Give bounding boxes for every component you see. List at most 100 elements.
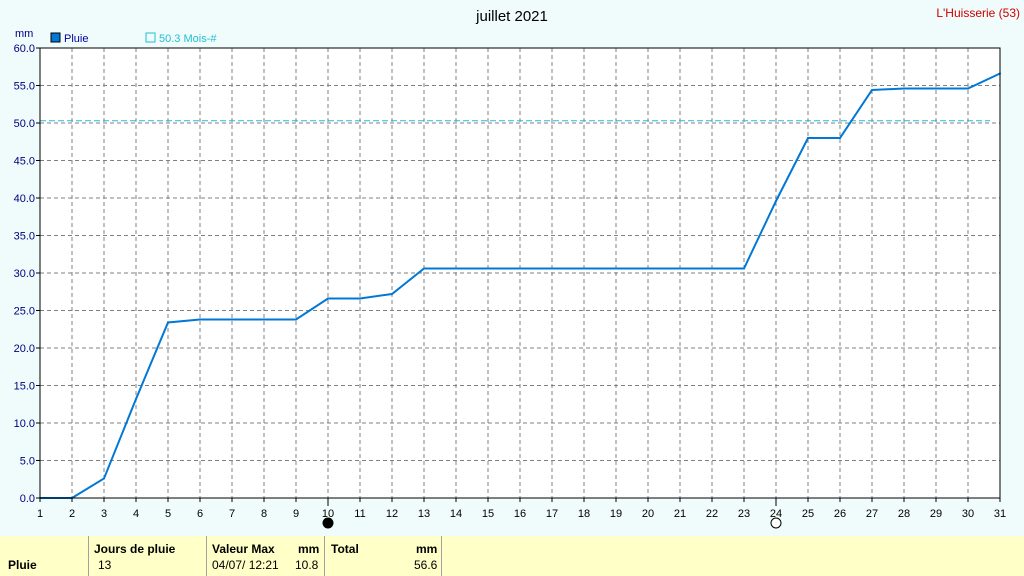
x-tick-label: 15 [482, 508, 494, 520]
y-tick-label: 60.0 [14, 43, 35, 55]
new-moon-icon [322, 517, 334, 529]
x-tick-label: 1 [37, 508, 43, 520]
legend-swatch-pluie [50, 32, 61, 43]
data-point [231, 318, 233, 321]
legend-swatch-reference [145, 32, 156, 43]
x-tick-label: 18 [578, 508, 590, 520]
x-tick-label: 5 [165, 508, 171, 520]
data-point [199, 318, 201, 321]
y-tick-label: 10.0 [14, 418, 35, 430]
y-tick-label: 40.0 [14, 193, 35, 205]
data-point [743, 267, 745, 270]
x-tick-label: 22 [706, 508, 718, 520]
divider [206, 536, 207, 576]
y-tick-label: 45.0 [14, 156, 35, 168]
summary-bar: Pluie Jours de pluie 13 Valeur Max mm 04… [0, 536, 1024, 576]
divider [324, 536, 325, 576]
legend-label-reference: 50.3 Mois-# [159, 33, 217, 45]
x-tick-label: 23 [738, 508, 750, 520]
x-tick-label: 26 [834, 508, 846, 520]
y-tick-label: 55.0 [14, 81, 35, 93]
max-value-unit: mm [298, 542, 320, 556]
y-axis-unit: mm [15, 28, 33, 40]
chart-title: juillet 2021 [475, 8, 548, 25]
x-tick-label: 9 [293, 508, 299, 520]
x-tick-label: 24 [770, 508, 782, 520]
y-tick-label: 0.0 [20, 493, 35, 505]
data-point [519, 267, 521, 270]
data-point [871, 89, 873, 91]
data-point [935, 87, 937, 90]
data-point [839, 137, 841, 139]
data-point [615, 267, 617, 270]
x-tick-label: 3 [101, 508, 107, 520]
x-tick-label: 10 [322, 508, 334, 520]
full-moon-icon [770, 517, 782, 529]
x-tick-label: 21 [674, 508, 686, 520]
x-tick-label: 13 [418, 508, 430, 520]
x-tick-label: 11 [354, 508, 365, 520]
y-tick-label: 20.0 [14, 343, 35, 355]
data-point [551, 267, 553, 270]
x-tick-label: 4 [133, 508, 139, 520]
data-point [679, 267, 681, 270]
data-point [711, 267, 713, 270]
total-unit: mm [416, 542, 438, 556]
x-tick-label: 16 [514, 508, 526, 520]
x-tick-label: 2 [69, 508, 75, 520]
x-tick-label: 27 [866, 508, 878, 520]
y-tick-label: 15.0 [14, 381, 35, 393]
rain-days-header: Jours de pluie [94, 542, 176, 556]
data-point [423, 267, 425, 270]
x-tick-label: 7 [229, 508, 235, 520]
x-tick-label: 29 [930, 508, 942, 520]
legend-label-pluie: Pluie [64, 33, 88, 45]
total-value: 56.6 [414, 558, 438, 572]
data-point [807, 137, 809, 139]
data-point [967, 87, 969, 90]
max-value-header: Valeur Max [212, 542, 275, 556]
summary-row-label: Pluie [8, 558, 37, 572]
divider [88, 536, 89, 576]
data-point [455, 267, 457, 270]
data-point [359, 297, 361, 300]
x-tick-label: 28 [898, 508, 910, 520]
y-tick-label: 35.0 [14, 231, 35, 243]
data-point [775, 200, 777, 202]
divider [441, 536, 442, 576]
station-name: L'Huisserie (53) [936, 6, 1020, 20]
y-tick-label: 30.0 [14, 268, 35, 280]
x-tick-label: 6 [197, 508, 203, 520]
x-tick-label: 20 [642, 508, 654, 520]
series-points [39, 72, 1001, 499]
data-point [263, 318, 265, 321]
x-tick-label: 30 [962, 508, 974, 520]
x-tick-label: 19 [610, 508, 622, 520]
rain-days-value: 13 [98, 558, 112, 572]
y-axis-ticks: 0.0 5.0 10.0 15.0 20.0 25.0 30.0 35.0 40.0 45.0 50… [14, 43, 40, 505]
x-tick-label: 17 [546, 508, 558, 520]
x-axis-ticks: 1 2 3 4 5 6 7 8 9 10 11 12 13 14 15 16 17 18 19 20 21 22 23 24 2… [37, 498, 1006, 520]
data-point [487, 267, 489, 270]
data-point [295, 318, 297, 321]
total-header: Total [331, 542, 359, 556]
x-tick-label: 25 [802, 508, 814, 520]
max-value-datetime: 04/07/ 12:21 [212, 558, 279, 572]
max-value: 10.8 [295, 558, 319, 572]
y-tick-label: 5.0 [20, 456, 35, 468]
data-point [103, 477, 105, 480]
x-tick-label: 12 [386, 508, 398, 520]
x-tick-label: 14 [450, 508, 462, 520]
data-point [391, 293, 393, 295]
x-tick-label: 31 [994, 508, 1006, 520]
data-point [327, 297, 329, 300]
data-point [167, 321, 169, 324]
y-tick-label: 25.0 [14, 306, 35, 318]
y-tick-label: 50.0 [14, 118, 35, 130]
rain-chart: 0.0 5.0 10.0 15.0 20.0 25.0 30.0 35.0 40.0 45.0 50… [14, 6, 1020, 529]
x-tick-label: 8 [261, 508, 267, 520]
data-point [903, 87, 905, 90]
data-point [647, 267, 649, 270]
moon-phases [322, 498, 782, 529]
data-point [583, 267, 585, 270]
